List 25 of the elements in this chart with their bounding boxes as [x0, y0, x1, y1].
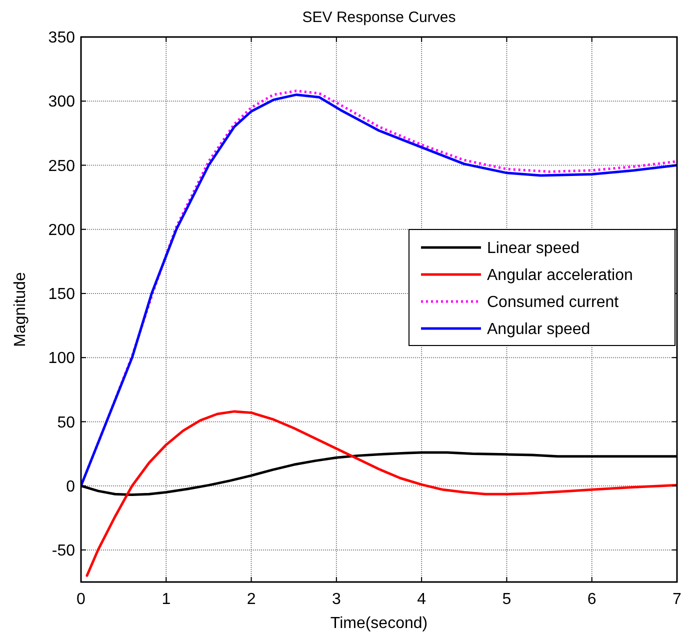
y-tick-label: 250: [48, 158, 76, 175]
chart-title: SEV Response Curves: [302, 9, 456, 26]
x-axis-title: Time(second): [330, 615, 428, 632]
y-tick-label: 350: [48, 30, 76, 47]
y-tick-label: 0: [66, 478, 76, 496]
legend-label: Linear speed: [487, 240, 580, 258]
legend-label: Angular speed: [487, 321, 590, 338]
x-tick-label: 6: [587, 591, 596, 608]
line-series: [86, 410, 677, 577]
y-axis-title: Magnitude: [12, 272, 29, 347]
x-tick-label: 2: [246, 591, 256, 608]
legend-label: Consumed current: [487, 294, 620, 312]
y-tick-label: -50: [52, 542, 76, 560]
y-tick-label: 150: [48, 286, 76, 304]
y-tick-label: 50: [57, 414, 76, 432]
x-tick-label: 4: [417, 591, 426, 608]
legend-label: Angular acceleration: [487, 267, 633, 284]
x-tick-label: 1: [162, 591, 171, 608]
x-tick-label: 5: [502, 591, 512, 608]
y-tick-label: 100: [48, 350, 76, 368]
x-tick-label: 3: [332, 591, 341, 608]
y-tick-label: 200: [48, 222, 76, 239]
y-tick-label: 300: [48, 94, 76, 111]
x-tick-label: 0: [76, 591, 86, 608]
x-tick-label: 7: [672, 591, 682, 608]
